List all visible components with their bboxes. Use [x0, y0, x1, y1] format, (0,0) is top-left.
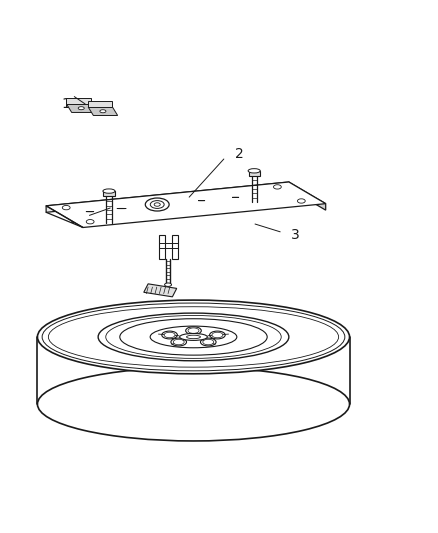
Ellipse shape [173, 340, 184, 345]
Ellipse shape [247, 168, 260, 173]
Polygon shape [66, 98, 91, 104]
Ellipse shape [170, 338, 186, 346]
Text: 1: 1 [61, 97, 70, 111]
Polygon shape [288, 182, 325, 210]
Polygon shape [158, 235, 164, 259]
Polygon shape [144, 284, 177, 297]
Ellipse shape [106, 316, 281, 358]
Ellipse shape [78, 107, 84, 110]
Text: 3: 3 [70, 212, 78, 226]
Ellipse shape [98, 313, 288, 361]
Ellipse shape [102, 189, 115, 193]
Polygon shape [88, 107, 117, 116]
Ellipse shape [48, 306, 338, 367]
Ellipse shape [212, 332, 223, 338]
Ellipse shape [42, 303, 344, 371]
Ellipse shape [37, 300, 349, 374]
Polygon shape [46, 182, 325, 228]
Text: 3: 3 [290, 228, 299, 243]
Text: 2: 2 [234, 147, 243, 161]
Polygon shape [66, 104, 96, 112]
Ellipse shape [37, 367, 349, 441]
Ellipse shape [209, 331, 225, 339]
Polygon shape [171, 235, 177, 259]
Polygon shape [88, 101, 112, 107]
Ellipse shape [120, 319, 267, 355]
Polygon shape [103, 191, 114, 196]
Ellipse shape [164, 283, 171, 286]
Ellipse shape [179, 334, 207, 341]
Ellipse shape [185, 327, 201, 335]
Ellipse shape [186, 335, 200, 338]
Ellipse shape [202, 340, 213, 345]
Ellipse shape [162, 331, 177, 339]
Ellipse shape [145, 198, 169, 211]
Polygon shape [46, 182, 288, 212]
Ellipse shape [150, 326, 236, 348]
Ellipse shape [200, 338, 215, 346]
Ellipse shape [187, 328, 198, 333]
Polygon shape [248, 171, 259, 176]
Ellipse shape [150, 200, 164, 208]
Ellipse shape [99, 110, 106, 113]
Ellipse shape [154, 203, 160, 206]
Ellipse shape [164, 332, 175, 338]
